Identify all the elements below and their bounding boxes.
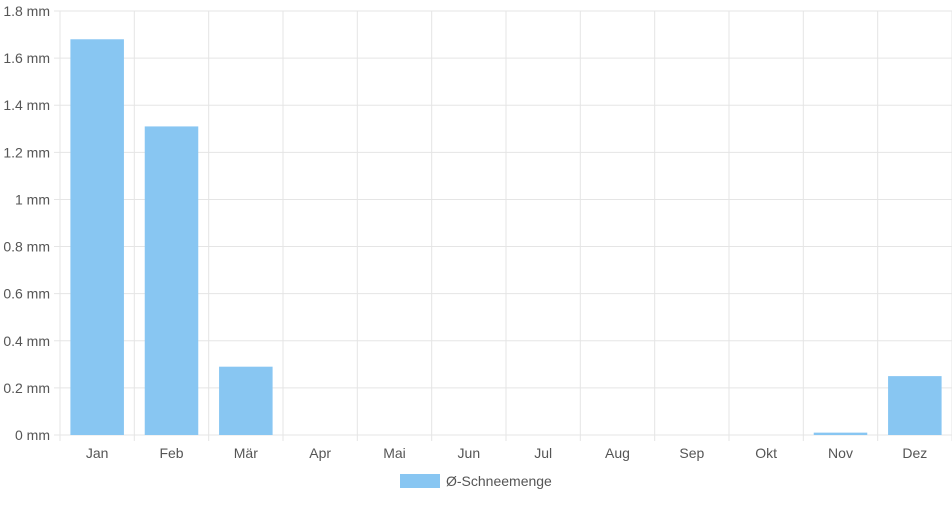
- y-tick-label: 0 mm: [15, 427, 50, 443]
- y-tick-label: 0.6 mm: [3, 286, 50, 302]
- x-tick-label: Jan: [86, 445, 109, 461]
- legend-swatch: [400, 474, 440, 488]
- x-tick-label: Jul: [534, 445, 552, 461]
- x-axis-tick-labels: Jan Feb Mär Apr Mai Jun Jul Aug Sep Okt Nov Dez: [86, 445, 927, 461]
- bar-jan[interactable]: [70, 39, 124, 436]
- x-tick-label: Nov: [828, 445, 853, 461]
- bar-mär[interactable]: [219, 366, 273, 435]
- legend[interactable]: Ø-Schneemenge: [400, 473, 552, 489]
- y-tick-label: 1.4 mm: [3, 97, 50, 113]
- x-tick-label: Feb: [159, 445, 183, 461]
- y-tick-label: 1 mm: [15, 191, 50, 207]
- bar-dez[interactable]: [888, 376, 942, 435]
- bar-feb[interactable]: [144, 126, 199, 435]
- x-tick-label: Dez: [902, 445, 927, 461]
- x-tick-label: Apr: [309, 445, 331, 461]
- bars: [70, 39, 942, 436]
- x-tick-label: Mai: [383, 445, 406, 461]
- y-tick-label: 0.4 mm: [3, 333, 50, 349]
- x-tick-label: Mär: [234, 445, 258, 461]
- legend-label: Ø-Schneemenge: [446, 473, 552, 489]
- y-tick-label: 0.2 mm: [3, 380, 50, 396]
- y-tick-label: 1.8 mm: [3, 3, 50, 19]
- y-axis-tick-labels: 0 mm 0.2 mm 0.4 mm 0.6 mm 0.8 mm 1 mm 1.2 mm 1.…: [3, 3, 50, 443]
- x-tick-label: Okt: [755, 445, 777, 461]
- y-tick-label: 1.2 mm: [3, 144, 50, 160]
- x-tick-label: Jun: [458, 445, 481, 461]
- x-tick-label: Sep: [679, 445, 704, 461]
- y-tick-label: 1.6 mm: [3, 50, 50, 66]
- x-tick-label: Aug: [605, 445, 630, 461]
- bar-nov[interactable]: [813, 432, 868, 435]
- grid-lines: [54, 10, 952, 441]
- y-tick-label: 0.8 mm: [3, 239, 50, 255]
